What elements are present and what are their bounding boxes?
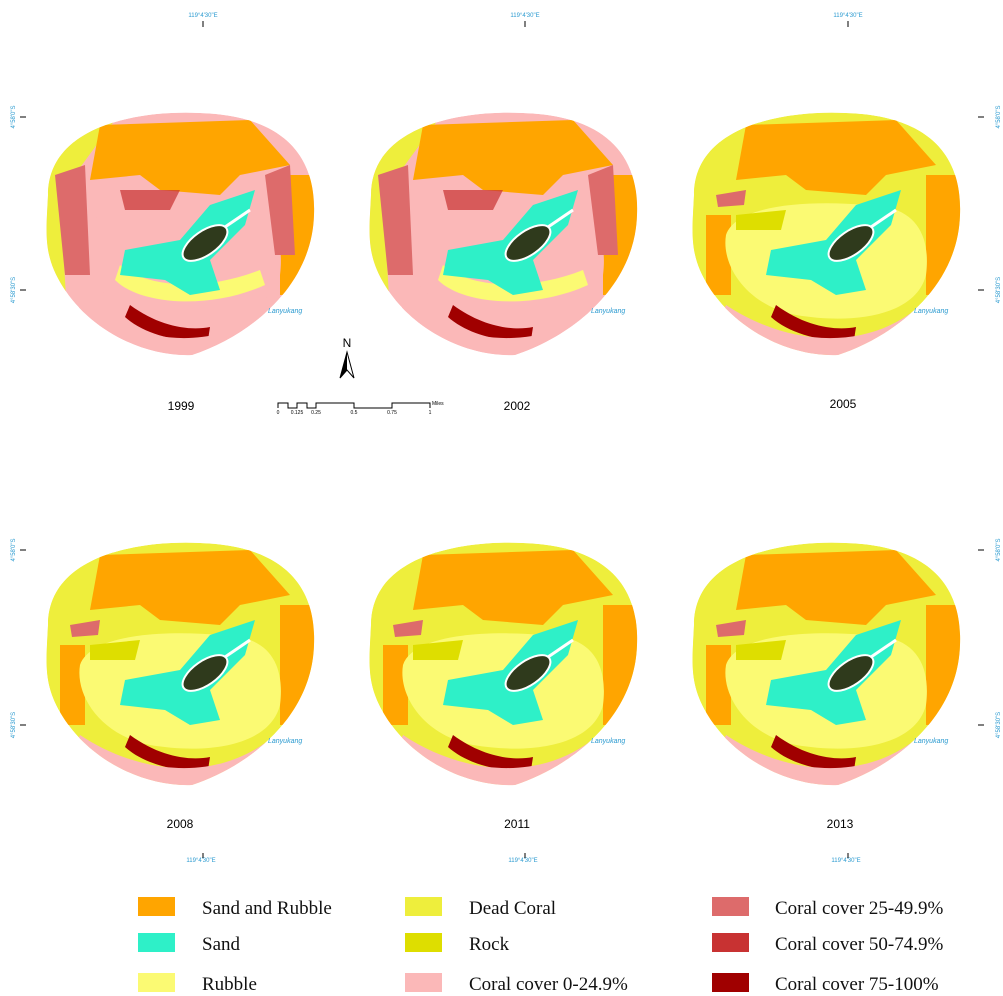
place-label: Lanyukang xyxy=(591,738,625,745)
map-layers xyxy=(363,105,643,375)
year-label: 2011 xyxy=(504,817,530,831)
place-label: Lanyukang xyxy=(914,738,948,745)
scale-label: 0.75 xyxy=(387,410,397,416)
legend-label: Coral cover 75-100% xyxy=(775,974,939,995)
habitat-map: Lanyukang xyxy=(686,535,966,805)
scale-label: 0.125 xyxy=(291,410,304,416)
coord-label: 4°58'30"S xyxy=(996,277,1002,303)
habitat-map: Lanyukang xyxy=(40,105,320,375)
legend-swatch xyxy=(405,973,442,992)
map-layers xyxy=(363,535,643,805)
legend-label: Coral cover 25-49.9% xyxy=(775,898,943,919)
figure: Lanyukang 1999 Lanyukang 2002 Lanyukang 2005 L… xyxy=(0,0,1003,996)
place-label: Lanyukang xyxy=(268,308,302,315)
habitat-map: Lanyukang xyxy=(363,105,643,375)
legend-swatch xyxy=(138,973,175,992)
habitat-map: Lanyukang xyxy=(363,535,643,805)
coord-label: 4°58'0"S xyxy=(11,538,17,561)
sand-rubble xyxy=(280,605,315,725)
sand-rubble xyxy=(926,175,961,295)
legend-swatch xyxy=(712,933,749,952)
scale-label: 0.5 xyxy=(351,410,358,416)
map-layers xyxy=(40,105,320,375)
map-layers xyxy=(686,535,966,805)
coord-label: 4°58'0"S xyxy=(11,105,17,128)
legend-swatch xyxy=(405,897,442,916)
year-label: 2008 xyxy=(167,817,194,831)
habitat-map: Lanyukang xyxy=(686,105,966,375)
place-label: Lanyukang xyxy=(914,308,948,315)
legend-swatch xyxy=(712,973,749,992)
legend-label: Sand and Rubble xyxy=(202,898,332,919)
coord-label: 119°4'30"E xyxy=(508,858,537,864)
coord-label: 119°4'30"E xyxy=(510,13,539,19)
map-layers xyxy=(686,105,966,375)
coord-label: 4°58'30"S xyxy=(996,712,1002,738)
scale-label: 1 xyxy=(429,410,432,416)
coord-label: 119°4'30"E xyxy=(833,13,862,19)
legend-swatch xyxy=(138,933,175,952)
coord-label: 4°58'30"S xyxy=(11,712,17,738)
legend-swatch xyxy=(405,933,442,952)
coord-label: 4°58'0"S xyxy=(996,538,1002,561)
legend-swatch xyxy=(138,897,175,916)
habitat-map: Lanyukang xyxy=(40,535,320,805)
coord-label: 119°4'30"E xyxy=(186,858,215,864)
scale-label: 0 xyxy=(277,410,280,416)
legend-label: Sand xyxy=(202,934,241,955)
coord-label: 119°4'30"E xyxy=(188,13,217,19)
legend-label: Coral cover 0-24.9% xyxy=(469,974,628,995)
legend-label: Dead Coral xyxy=(469,898,556,919)
north-label: N xyxy=(343,336,352,350)
coord-label: 4°58'30"S xyxy=(11,277,17,303)
sand-rubble xyxy=(926,605,961,725)
coral-cover-50 xyxy=(443,190,503,210)
coord-label: 119°4'30"E xyxy=(831,858,860,864)
legend-label: Rock xyxy=(469,934,510,955)
place-label: Lanyukang xyxy=(591,308,625,315)
year-label: 1999 xyxy=(168,399,195,413)
sand-rubble xyxy=(603,605,638,725)
legend-label: Rubble xyxy=(202,974,257,995)
scale-label: 0.25 xyxy=(311,410,321,416)
coral-cover-50 xyxy=(120,190,180,210)
map-layers xyxy=(40,535,320,805)
scale-unit: Miles xyxy=(432,401,444,407)
year-label: 2002 xyxy=(504,399,531,413)
scale-bar xyxy=(278,403,430,408)
legend-swatch xyxy=(712,897,749,916)
place-label: Lanyukang xyxy=(268,738,302,745)
year-label: 2013 xyxy=(827,817,854,831)
legend-label: Coral cover 50-74.9% xyxy=(775,934,943,955)
year-label: 2005 xyxy=(830,397,857,411)
coord-label: 4°58'0"S xyxy=(996,105,1002,128)
